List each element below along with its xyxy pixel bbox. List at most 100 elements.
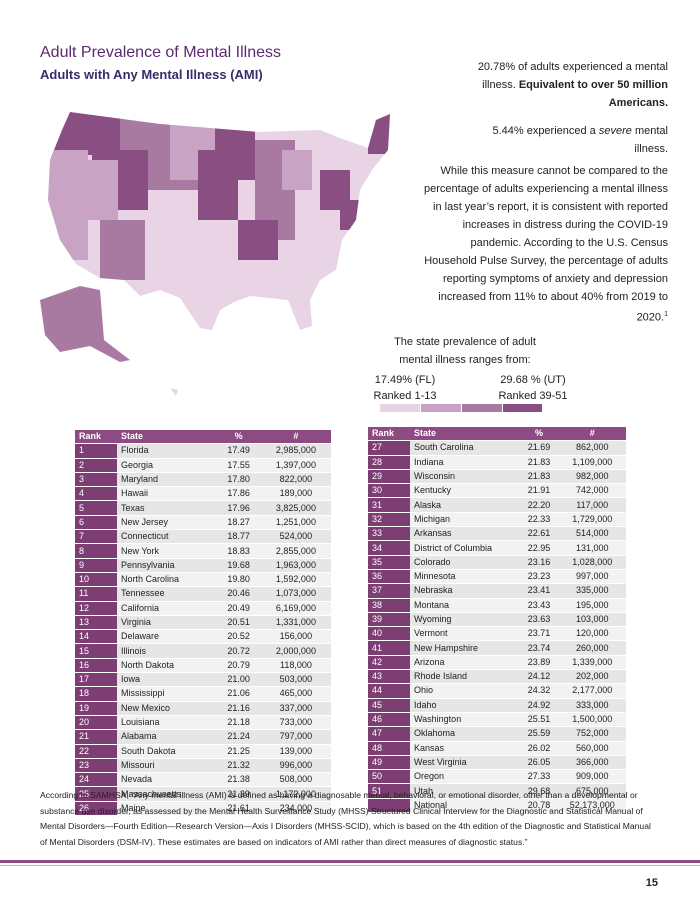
cell: 26.05 — [519, 755, 559, 771]
cell: 39 — [368, 612, 410, 628]
column-header: State — [117, 430, 217, 445]
cell: 6,169,000 — [260, 601, 331, 616]
text: Ranked 39-51 — [498, 390, 568, 402]
cell: 1,251,000 — [260, 515, 331, 531]
cell: 22.33 — [519, 512, 559, 528]
cell: Utah — [410, 783, 520, 799]
cell: 13 — [75, 615, 117, 631]
row: 46 Washington 25.51 1,500,000 — [368, 712, 626, 728]
cell: North Dakota — [117, 658, 217, 674]
row: 37 Nebraska 23.41 335,000 — [368, 583, 626, 599]
row: 34 District of Columbia 22.95 131,000 — [368, 540, 626, 556]
cell — [368, 798, 410, 814]
row: 48 Kansas 26.02 560,000 — [368, 741, 626, 756]
cell: 22.20 — [519, 497, 559, 513]
cell: 195,000 — [558, 598, 626, 613]
cell: 1,172,000 — [260, 786, 331, 802]
cell: 19.68 — [216, 558, 261, 573]
row: 24 Nevada 21.38 508,000 — [75, 772, 331, 788]
cell: District of Columbia — [410, 540, 520, 556]
cell: 10 — [75, 572, 117, 588]
cell: 3 — [75, 472, 117, 488]
cell: Oklahoma — [410, 726, 520, 742]
row: 29 Wisconsin 21.83 982,000 — [368, 469, 626, 485]
cell: 28 — [368, 455, 410, 470]
row: 14 Delaware 20.52 156,000 — [75, 629, 331, 645]
row: 15 Illinois 20.72 2,000,000 — [75, 643, 331, 659]
cell: 508,000 — [260, 772, 331, 788]
cell: 2,855,000 — [260, 543, 331, 559]
cell: 24.12 — [519, 669, 559, 685]
cell: 131,000 — [558, 540, 626, 556]
cell: Idaho — [410, 698, 520, 713]
cell: Michigan — [410, 512, 520, 528]
text: Ranked 1-13 — [373, 390, 437, 402]
cell: Arizona — [410, 655, 520, 671]
row: 33 Arkansas 22.61 514,000 — [368, 526, 626, 542]
row: 23 Missouri 21.32 996,000 — [75, 758, 331, 774]
cell: 30 — [368, 483, 410, 499]
column-header: # — [558, 427, 626, 442]
cell: 19 — [75, 701, 117, 716]
cell: Alabama — [117, 729, 217, 745]
row: 47 Oklahoma 25.59 752,000 — [368, 726, 626, 742]
row: 25 Massachusetts 21.39 1,172,000 — [75, 786, 331, 802]
row: 20 Louisiana 21.18 733,000 — [75, 715, 331, 731]
text: mental illness. — [634, 125, 668, 155]
cell: 5 — [75, 500, 117, 516]
row: 11 Tennessee 20.46 1,073,000 — [75, 586, 331, 602]
cell: 18.83 — [216, 543, 261, 559]
row: 4 Hawaii 17.86 189,000 — [75, 486, 331, 502]
table: Rank State% #27 South Carolina 21.69 862,000 2… — [368, 427, 626, 814]
row: 2 Georgia 17.55 1,397,000 — [75, 458, 331, 473]
cell: Alaska — [410, 497, 520, 513]
header-row: Rank State% # — [75, 430, 331, 445]
title: Adult Prevalence of Mental Illness — [40, 44, 282, 61]
cell: Massachusetts — [117, 786, 217, 802]
cell: Mississippi — [117, 686, 217, 702]
cell: 3,825,000 — [260, 500, 331, 516]
cell: Ohio — [410, 683, 520, 699]
cell: 17 — [75, 672, 117, 688]
cell: Colorado — [410, 555, 520, 570]
cell: California — [117, 601, 217, 616]
cell: 982,000 — [558, 469, 626, 485]
paragraph: 20.78% of adults experienced a mental il… — [448, 58, 668, 112]
row: 18 Mississippi 21.06 465,000 — [75, 686, 331, 702]
cell: 675,000 — [558, 783, 626, 799]
row: 45 Idaho 24.92 333,000 — [368, 698, 626, 713]
row: 17 Iowa 21.00 503,000 — [75, 672, 331, 688]
cell: 822,000 — [260, 472, 331, 488]
cell: 20.51 — [216, 615, 261, 631]
cell: 20.52 — [216, 629, 261, 645]
cell: 21.61 — [216, 801, 261, 817]
cell: 44 — [368, 683, 410, 699]
row: 21 Alabama 21.24 797,000 — [75, 729, 331, 745]
text-bold: Equivalent to over 50 million Americans. — [518, 79, 668, 109]
cell: 1,963,000 — [260, 558, 331, 573]
cell: 29.68 — [519, 783, 559, 799]
cell: Maine — [117, 801, 217, 817]
cell: 18.77 — [216, 529, 261, 545]
cell: 36 — [368, 569, 410, 585]
cell: 20.72 — [216, 643, 261, 659]
row: 7 Connecticut 18.77 524,000 — [75, 529, 331, 545]
row: 6 New Jersey 18.27 1,251,000 — [75, 515, 331, 531]
cell: 22.61 — [519, 526, 559, 542]
cell: Maryland — [117, 472, 217, 488]
cell: 797,000 — [260, 729, 331, 745]
row: 28 Indiana 21.83 1,109,000 — [368, 455, 626, 470]
cell: 333,000 — [558, 698, 626, 713]
cell: New Jersey — [117, 515, 217, 531]
legend-scale — [380, 404, 542, 412]
rule — [0, 860, 700, 863]
cell: 26 — [75, 801, 117, 817]
column-header: State — [410, 427, 520, 442]
cell: 23.71 — [519, 626, 559, 642]
cell: 19.80 — [216, 572, 261, 588]
row: 5 Texas 17.96 3,825,000 — [75, 500, 331, 516]
cell: 21 — [75, 729, 117, 745]
cell: Nevada — [117, 772, 217, 788]
cell: 23.16 — [519, 555, 559, 570]
cell: 118,000 — [260, 658, 331, 674]
